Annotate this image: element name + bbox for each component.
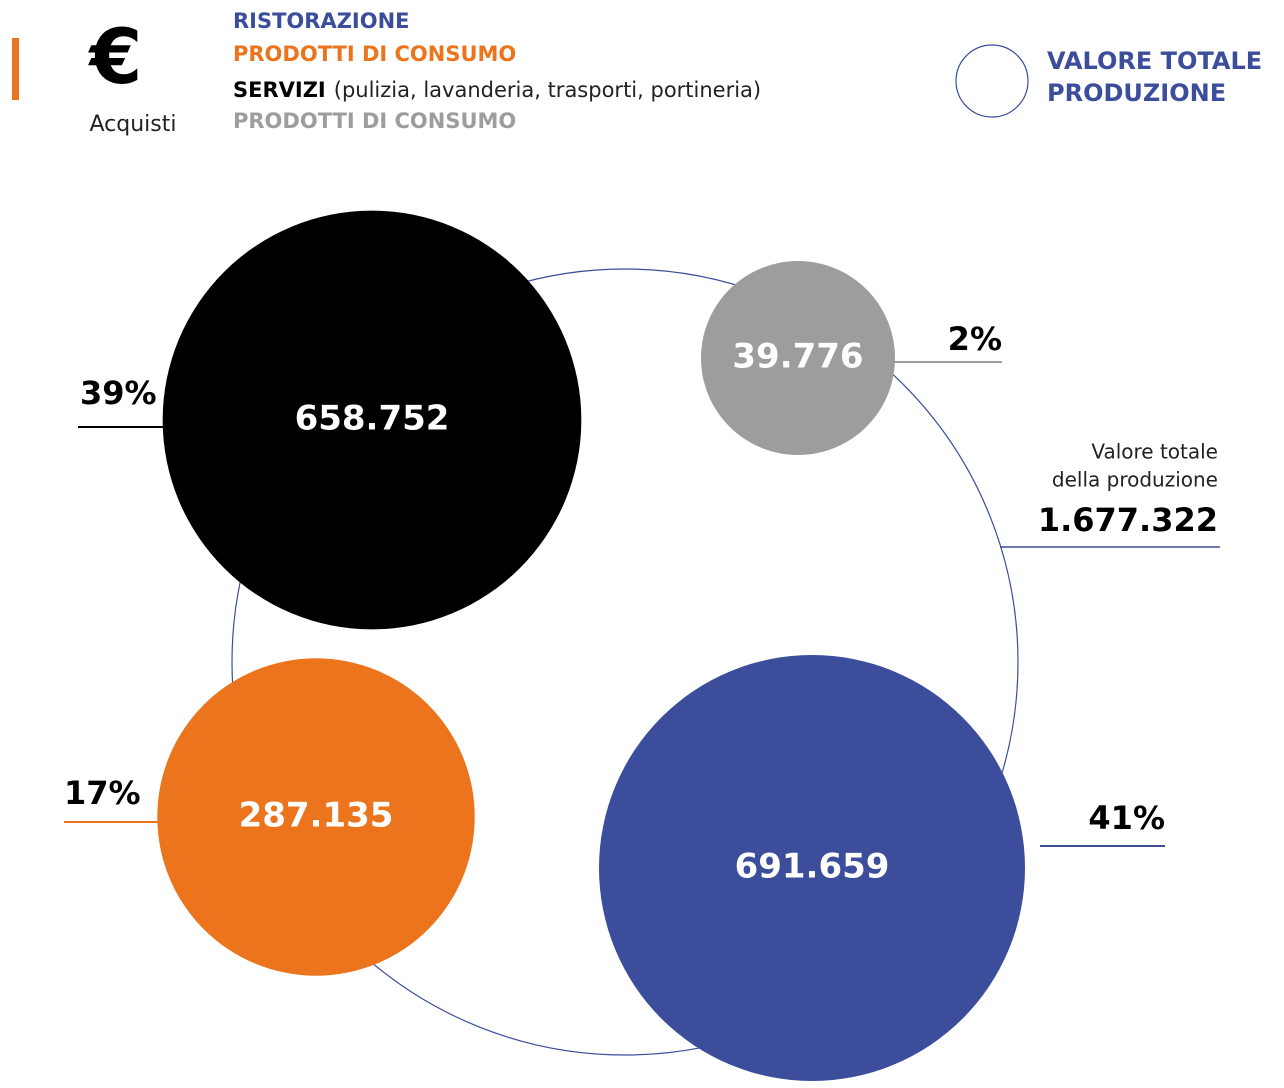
bubble <box>162 210 582 630</box>
legend-entry: PRODOTTI DI CONSUMO <box>233 109 516 133</box>
total-caption: della produzione <box>1052 468 1218 492</box>
legend-entry: PRODOTTI DI CONSUMO <box>233 42 516 66</box>
accent-bar <box>12 38 19 100</box>
legend: RISTORAZIONE PRODOTTI DI CONSUMO SERVIZI (p… <box>233 9 1262 133</box>
bubble <box>701 261 895 455</box>
percent-label: 41% <box>1088 799 1165 837</box>
legend-name: RISTORAZIONE <box>233 9 410 33</box>
total-caption: Valore totale <box>1091 440 1218 464</box>
percent-label: 39% <box>80 374 157 412</box>
plot: 41% 17% 39% 2% 691.659 287.135 658.752 39.776 Va… <box>64 210 1220 1082</box>
bubble-value-label: 658.752 <box>295 399 450 439</box>
legend-entry: RISTORAZIONE <box>233 9 410 33</box>
legend-name: PRODOTTI DI CONSUMO <box>233 109 516 133</box>
bubble <box>157 658 475 976</box>
bubble-value-label: 287.135 <box>239 796 394 836</box>
legend-detail: (pulizia, lavanderia, trasporti, portine… <box>334 78 761 102</box>
legend-name: PRODOTTI DI CONSUMO <box>233 42 516 66</box>
legend-total-label: VALORE TOTALE <box>1047 47 1262 75</box>
legend-entry: SERVIZI (pulizia, lavanderia, trasporti, … <box>233 78 761 102</box>
bubble-value-label: 39.776 <box>732 337 863 377</box>
percent-label: 17% <box>64 774 141 812</box>
euro-icon: € <box>88 12 143 101</box>
bubble-value-label: 691.659 <box>735 847 890 887</box>
percent-label: 2% <box>948 320 1002 358</box>
header-label: Acquisti <box>90 112 177 137</box>
legend-name: SERVIZI <box>233 78 326 102</box>
legend-total-label: PRODUZIONE <box>1047 79 1226 107</box>
total-value-label: 1.677.322 <box>1038 501 1218 539</box>
legend-total-symbol <box>955 44 1029 118</box>
total-ring <box>231 268 1019 1056</box>
bubble <box>598 654 1026 1082</box>
